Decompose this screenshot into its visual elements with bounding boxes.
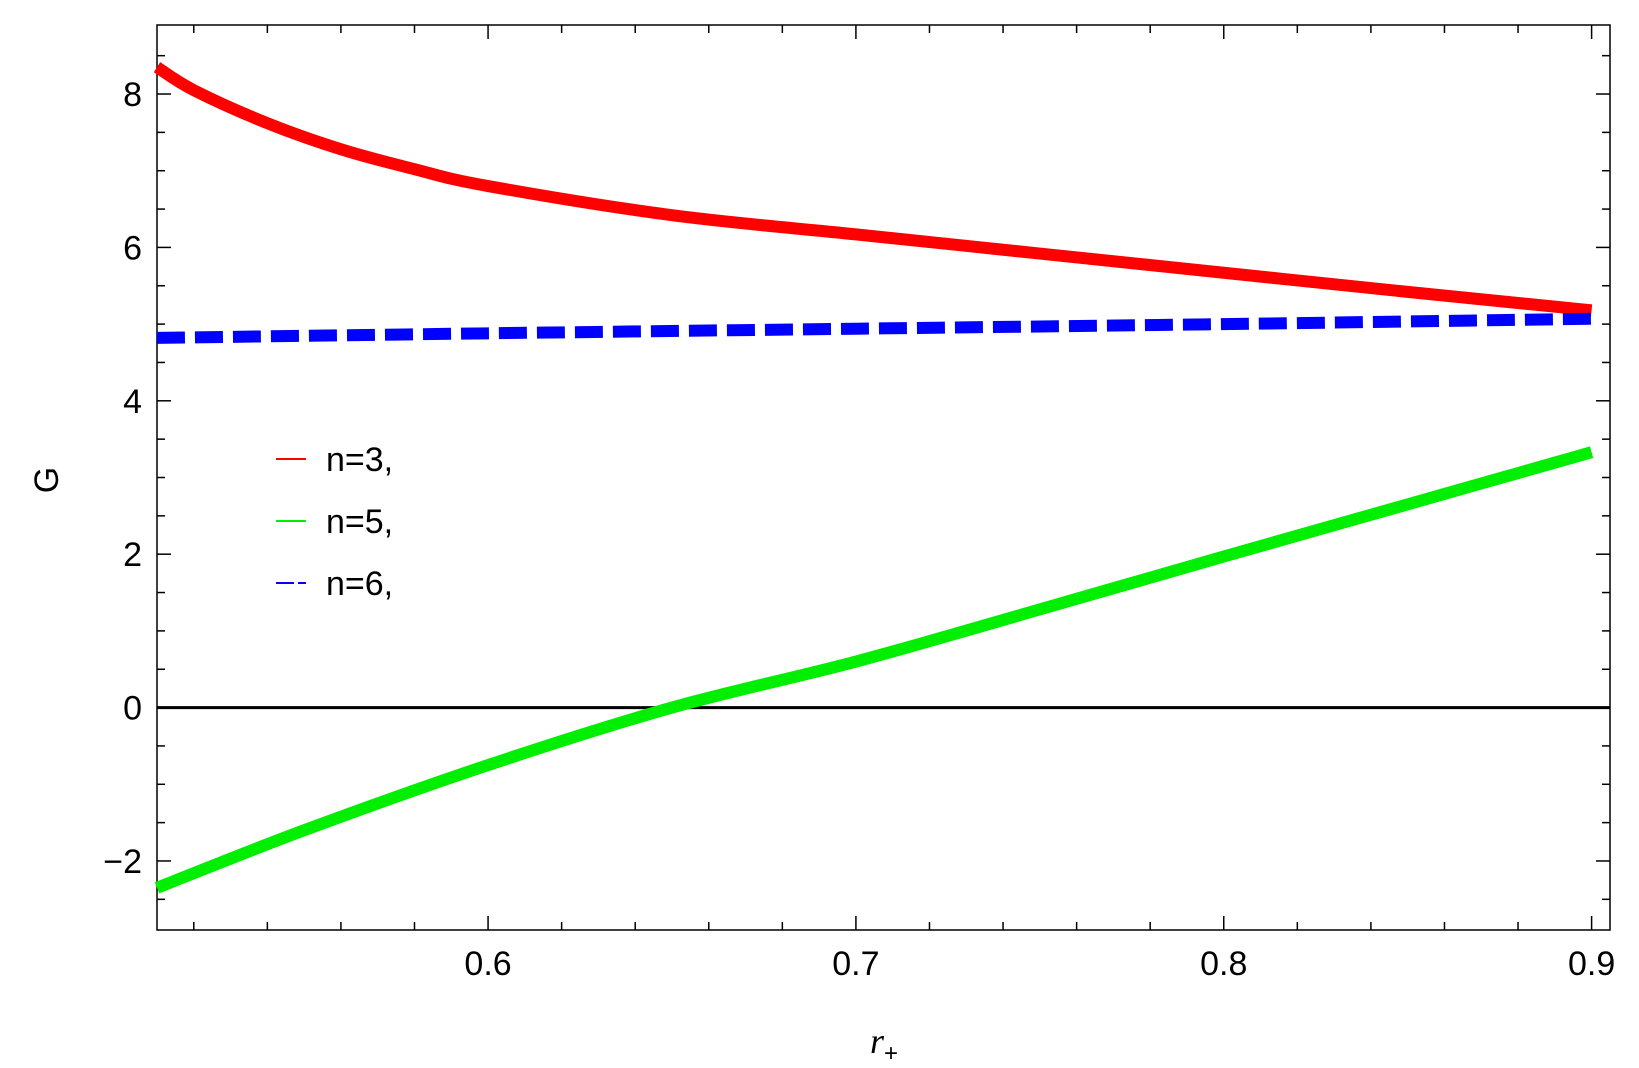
axis-ticks bbox=[157, 25, 1610, 930]
y-tick-label: 8 bbox=[123, 76, 142, 114]
axis-tick-labels: 0.6 0.7 0.8 0.9 −2 0 2 4 6 8 bbox=[103, 76, 1615, 983]
legend-label: n=6, bbox=[326, 565, 393, 603]
legend: n=3, n=5, n=6, bbox=[276, 441, 393, 603]
series-line-n5 bbox=[154, 446, 1594, 894]
y-tick-label: −2 bbox=[103, 843, 142, 881]
legend-label: n=3, bbox=[326, 441, 393, 479]
x-tick-label: 0.6 bbox=[464, 945, 511, 983]
x-axis-label-main: r bbox=[870, 1021, 885, 1061]
legend-label: n=5, bbox=[326, 503, 393, 541]
data-series bbox=[153, 62, 1594, 894]
y-tick-label: 4 bbox=[123, 383, 142, 421]
y-tick-label: 6 bbox=[123, 229, 142, 267]
x-tick-label: 0.7 bbox=[832, 945, 879, 983]
y-axis-label: G bbox=[28, 467, 66, 493]
y-tick-label: 0 bbox=[123, 690, 142, 728]
y-tick-label: 2 bbox=[123, 536, 142, 574]
x-axis-label: r+ bbox=[870, 1021, 898, 1067]
x-axis-label-subscript: + bbox=[884, 1040, 898, 1067]
series-line-n3 bbox=[153, 62, 1593, 317]
x-tick-label: 0.8 bbox=[1200, 945, 1247, 983]
x-tick-label: 0.9 bbox=[1568, 945, 1615, 983]
series-line-n6 bbox=[156, 312, 1592, 344]
